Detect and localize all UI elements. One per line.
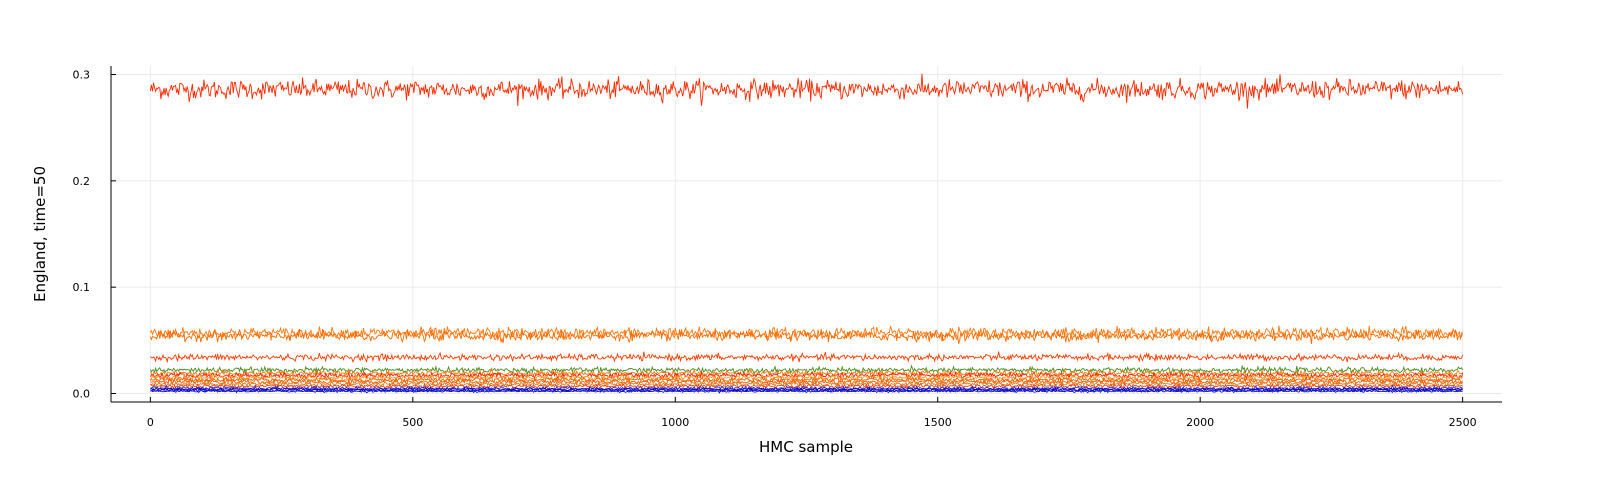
y-tick-label: 0.0 xyxy=(73,387,91,400)
x-tick-label: 2500 xyxy=(1449,416,1477,429)
y-tick-label: 0.2 xyxy=(73,175,91,188)
y-tick-label: 0.1 xyxy=(73,281,91,294)
series-line-10 xyxy=(150,375,1463,387)
x-tick-label: 1000 xyxy=(661,416,689,429)
series-line-5 xyxy=(149,364,1464,376)
x-tick-label: 0 xyxy=(147,416,154,429)
series-line-4 xyxy=(150,351,1464,364)
x-tick-label: 500 xyxy=(402,416,423,429)
x-axis-label: HMC sample xyxy=(759,438,853,456)
tick-labels: 0 500 1000 1500 2000 2500 0.0 0.1 0.2 0.3 xyxy=(73,69,1477,429)
series-line-9 xyxy=(150,374,1463,385)
series-line-16 xyxy=(150,389,1463,394)
grid-lines xyxy=(111,66,1502,402)
series-line-7 xyxy=(149,370,1464,382)
series-group xyxy=(149,73,1464,394)
y-axis-label: England, time=50 xyxy=(31,166,49,302)
series-line-1 xyxy=(149,73,1464,109)
axes xyxy=(110,66,1502,403)
y-tick-label: 0.3 xyxy=(73,69,91,82)
x-tick-label: 1500 xyxy=(924,416,952,429)
x-tick-label: 2000 xyxy=(1186,416,1214,429)
series-line-8 xyxy=(150,371,1463,383)
series-line-3 xyxy=(149,328,1464,345)
series-line-2 xyxy=(150,325,1463,343)
